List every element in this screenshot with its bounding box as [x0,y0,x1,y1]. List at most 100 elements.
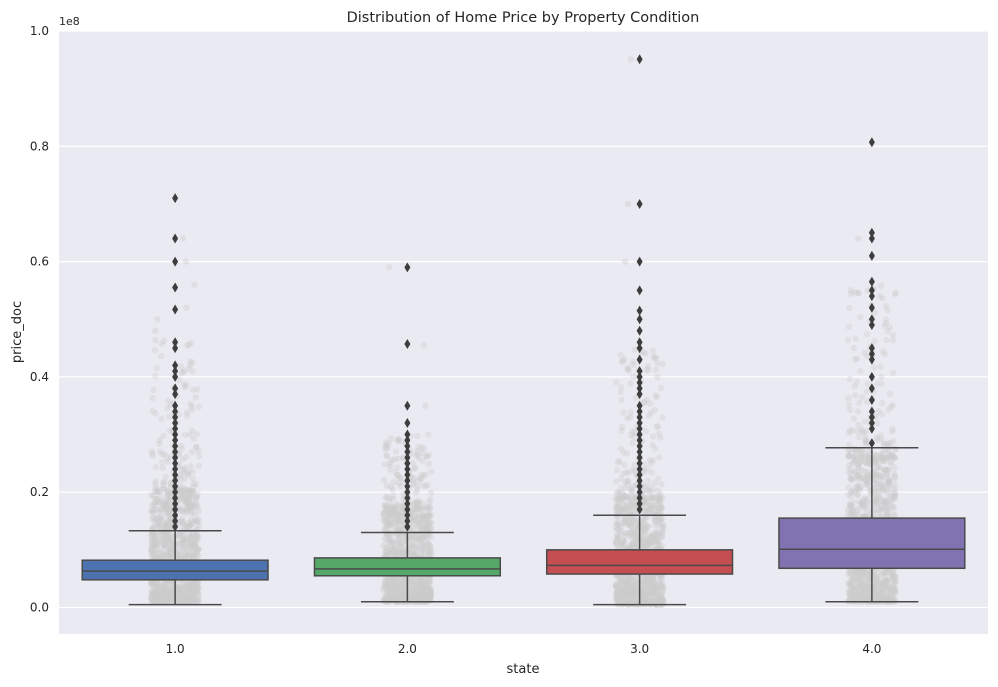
strip-point [152,485,159,492]
strip-point [154,498,162,506]
strip-point [188,448,196,456]
strip-point [151,549,158,556]
strip-point [154,591,162,599]
strip-point [182,509,190,517]
strip-point [418,593,425,601]
strip-point [155,548,163,555]
strip-point [149,596,156,604]
strip-point [162,502,170,509]
strip-point [163,501,170,509]
strip-point [157,536,164,543]
strip-point [176,583,183,590]
strip-point [176,547,183,555]
strip-point [160,522,168,529]
strip-point [179,539,186,546]
x-tick-label: 1.0 [166,642,185,656]
strip-point [152,587,159,594]
strip-point [175,590,182,598]
strip-point [194,546,201,554]
strip-point [187,535,194,542]
strip-point [186,364,193,372]
strip-point [195,597,202,604]
strip-point [405,578,412,585]
strip-point [183,592,190,600]
strip-point [189,475,197,482]
strip-point [416,583,423,591]
strip-point [153,515,160,522]
strip-point [648,469,655,476]
strip-point [186,582,193,589]
strip-point [642,428,650,435]
strip-point [191,517,198,525]
strip-point [891,580,898,587]
strip-point [189,488,196,495]
x-tick-label: 3.0 [630,642,649,656]
strip-point [879,411,886,418]
strip-point [867,483,874,490]
strip-point [160,543,167,550]
strip-point [193,532,200,540]
strip-point [194,386,201,393]
strip-point [178,550,185,557]
strip-point [154,584,161,592]
strip-point [163,537,171,545]
strip-point [428,550,435,557]
strip-point [178,466,186,474]
strip-point [151,597,158,604]
strip-point [163,454,171,462]
strip-point [186,597,194,604]
strip-point [864,380,871,387]
strip-point [153,514,160,522]
strip-point [179,492,186,499]
strip-point [413,595,421,603]
strip-point [163,524,170,532]
strip-point [189,502,197,510]
strip-point [190,591,197,599]
strip-point [161,503,169,510]
strip-point [622,258,629,265]
strip-point [189,581,196,589]
strip-point [148,579,155,586]
strip-point [167,548,174,555]
strip-point [164,496,171,503]
strip-point [384,530,392,537]
strip-point [163,486,171,494]
strip-point [416,499,423,506]
strip-point [180,594,187,601]
strip-point [185,582,192,589]
strip-point [148,501,155,509]
strip-point [181,522,188,529]
strip-point [164,587,171,594]
strip-point [185,489,192,497]
strip-point [184,582,192,589]
strip-point [186,584,193,591]
strip-point [194,517,201,524]
strip-point [154,546,161,553]
strip-point [195,515,202,522]
strip-point [164,530,171,538]
strip-point [192,540,199,548]
strip-point [397,595,405,602]
strip-point [158,514,166,522]
strip-point [154,592,161,599]
strip-point [160,508,168,515]
strip-point [387,545,395,552]
strip-point [179,595,187,602]
strip-point [180,488,187,496]
strip-point [650,457,657,464]
strip-point [181,594,188,601]
strip-point [183,506,190,513]
strip-point [382,446,389,453]
strip-point [852,335,859,342]
strip-point [155,516,163,524]
strip-point [417,536,424,543]
strip-point [150,597,158,605]
strip-point [152,593,159,600]
strip-point [194,503,201,510]
strip-point [167,479,174,486]
strip-point [150,541,157,548]
strip-point [178,597,186,604]
strip-point [169,539,176,547]
strip-point [189,508,196,515]
y-tick-label: 0.4 [30,370,49,384]
